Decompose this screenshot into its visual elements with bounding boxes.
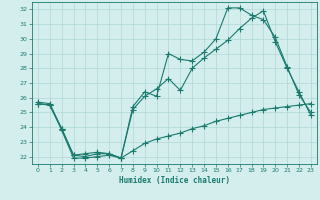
X-axis label: Humidex (Indice chaleur): Humidex (Indice chaleur) (119, 176, 230, 185)
